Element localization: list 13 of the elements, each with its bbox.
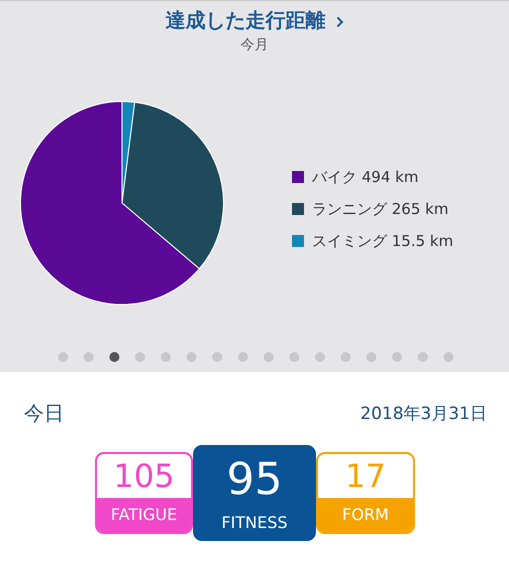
text: 2018年3月31日 xyxy=(360,403,487,425)
chart-subtitle: 今月 xyxy=(240,36,270,54)
chart-title: 達成した走行距離 xyxy=(166,8,326,32)
category-label: FORM xyxy=(318,498,413,532)
legend-label: ランニング 265 km xyxy=(312,200,448,218)
category-label: FITNESS xyxy=(195,509,314,539)
text: 今日 xyxy=(24,400,64,427)
legend-label: スイミング 15.5 km xyxy=(312,232,454,250)
data-label: 105 xyxy=(112,456,176,497)
legend-label: バイク 494 km xyxy=(312,168,418,186)
data-label: 95 xyxy=(226,453,284,507)
data-label: 17 xyxy=(344,456,387,497)
category-label: FATIGUE xyxy=(97,498,191,532)
